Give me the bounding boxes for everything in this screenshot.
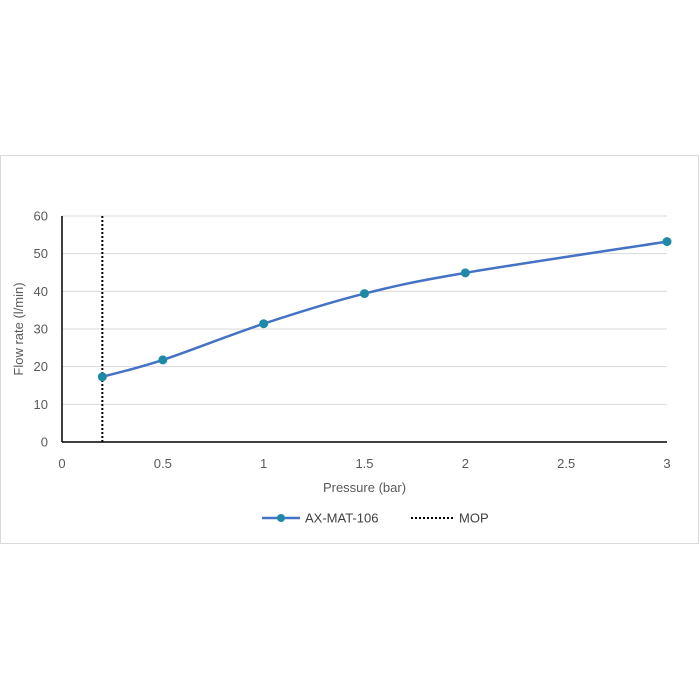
y-tick-label-0: 0 xyxy=(41,435,48,450)
legend: AX-MAT-106 MOP xyxy=(262,511,489,526)
data-point-0.5 xyxy=(158,355,168,365)
legend-mop-label: MOP xyxy=(459,511,489,526)
chart-frame: 0 10 20 30 40 50 60 0 0.5 1 1.5 2 2.5 3 Pressure (ba… xyxy=(0,155,699,544)
x-axis-title: Pressure (bar) xyxy=(323,480,406,495)
x-tick-label-0.5: 0.5 xyxy=(154,456,172,471)
gridlines xyxy=(62,215,667,405)
x-tick-label-3: 3 xyxy=(663,456,670,471)
series-line-0 xyxy=(101,240,668,379)
legend-series-marker xyxy=(277,514,285,522)
data-point-2 xyxy=(460,268,470,278)
legend-series-label: AX-MAT-106 xyxy=(305,511,378,526)
y-tick-label-40: 40 xyxy=(34,284,48,299)
y-axis-title: Flow rate (l/min) xyxy=(11,282,26,375)
x-tick-label-1: 1 xyxy=(260,456,267,471)
y-tick-label-60: 60 xyxy=(34,209,48,224)
x-tick-label-2: 2 xyxy=(462,456,469,471)
x-tick-label-2.5: 2.5 xyxy=(557,456,575,471)
data-point-3 xyxy=(662,237,672,247)
x-tick-label-1.5: 1.5 xyxy=(355,456,373,471)
line-chart: 0 10 20 30 40 50 60 0 0.5 1 1.5 2 2.5 3 Pressure (ba… xyxy=(11,209,672,526)
y-tick-label-30: 30 xyxy=(34,322,48,337)
data-point-0.2 xyxy=(97,372,107,382)
y-tick-label-50: 50 xyxy=(34,246,48,261)
y-tick-labels: 0 10 20 30 40 50 60 xyxy=(34,209,48,450)
data-point-1.5 xyxy=(360,289,369,299)
y-tick-label-20: 20 xyxy=(34,359,48,374)
x-tick-labels: 0 0.5 1 1.5 2 2.5 3 xyxy=(58,456,670,471)
y-tick-label-10: 10 xyxy=(34,397,48,412)
data-point-1 xyxy=(259,319,269,329)
x-tick-label-0: 0 xyxy=(58,456,65,471)
series-layer xyxy=(97,237,672,382)
